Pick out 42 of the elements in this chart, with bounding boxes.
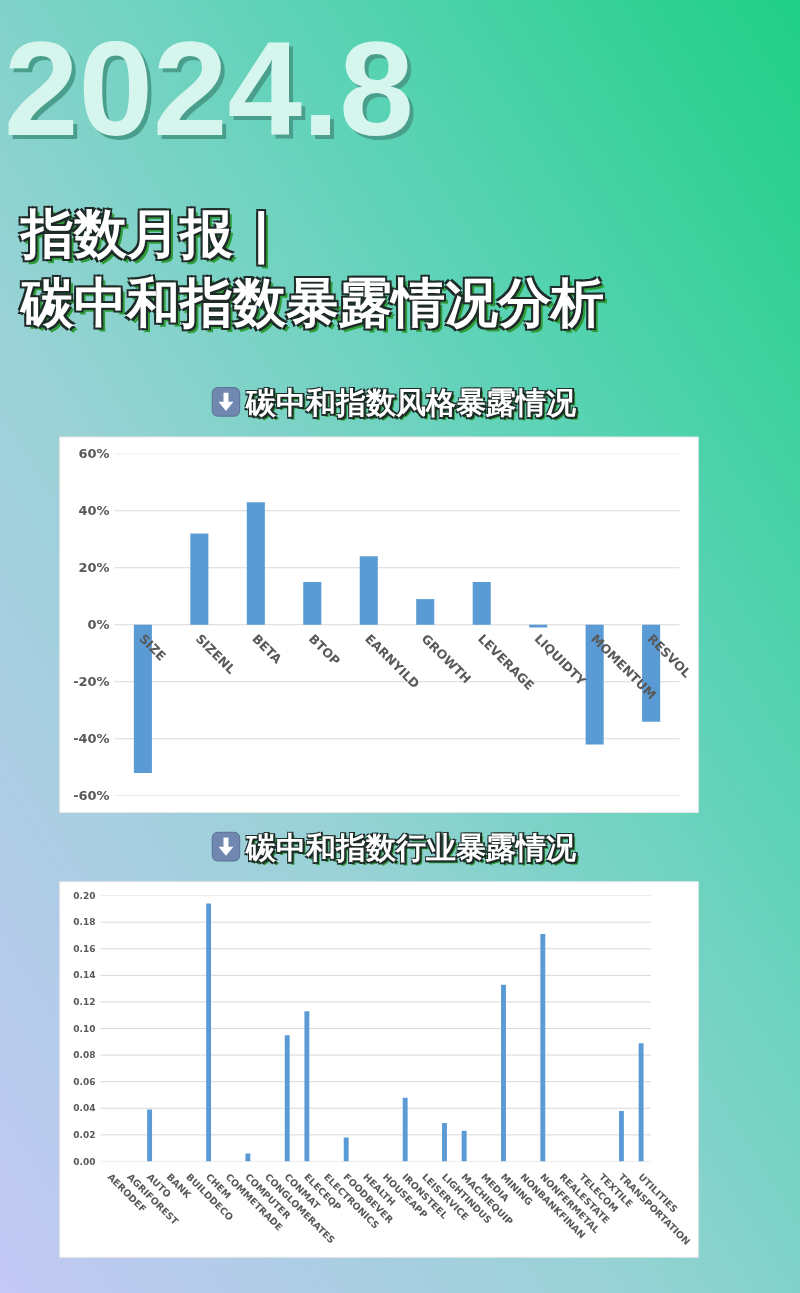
bar — [284, 1035, 290, 1162]
bar — [343, 1137, 349, 1162]
bar — [303, 582, 322, 625]
y-tick-label: -20% — [73, 674, 110, 690]
bar — [540, 934, 546, 1162]
y-tick-label: 0.06 — [73, 1076, 96, 1087]
y-tick-label: 0.14 — [73, 970, 96, 981]
bar — [246, 502, 265, 625]
y-tick-label: 0.00 — [73, 1156, 96, 1167]
text: 指数月报 | 碳中和指数暴露情况分析 — [19, 203, 604, 333]
y-tick-label: 0% — [87, 617, 110, 633]
bar — [416, 599, 435, 625]
bar — [442, 1122, 447, 1162]
bar — [461, 1130, 467, 1162]
bar — [245, 1153, 251, 1162]
y-tick-label: 0.20 — [73, 890, 96, 901]
bar — [618, 1110, 624, 1162]
bar — [359, 556, 378, 625]
bar — [529, 624, 548, 628]
y-tick-label: 20% — [78, 560, 110, 576]
y-tick-label: 0.10 — [73, 1023, 96, 1034]
y-tick-label: 0.16 — [73, 943, 96, 954]
y-tick-label: -40% — [73, 731, 110, 747]
y-tick-label: 60% — [78, 446, 110, 462]
bar — [190, 533, 209, 625]
bar — [638, 1043, 644, 1162]
y-tick-label: 0.18 — [73, 917, 96, 928]
bar — [147, 1109, 153, 1162]
y-tick-label: 0.04 — [73, 1103, 96, 1114]
y-tick-label: 40% — [78, 503, 110, 519]
bar — [304, 1011, 310, 1162]
chart-title: 碳中和指数行业暴露情况 — [245, 830, 577, 865]
y-tick-label: 0.12 — [73, 997, 96, 1008]
bar — [501, 984, 506, 1162]
chart-title: 碳中和指数风格暴露情况 — [245, 385, 577, 420]
bar — [402, 1097, 408, 1162]
y-tick-label: -60% — [73, 788, 110, 804]
y-tick-label: 0.02 — [73, 1130, 96, 1141]
bar — [206, 903, 212, 1162]
y-tick-label: 0.08 — [73, 1050, 96, 1061]
text: 2024.8 — [4, 14, 414, 163]
bar — [472, 582, 491, 625]
